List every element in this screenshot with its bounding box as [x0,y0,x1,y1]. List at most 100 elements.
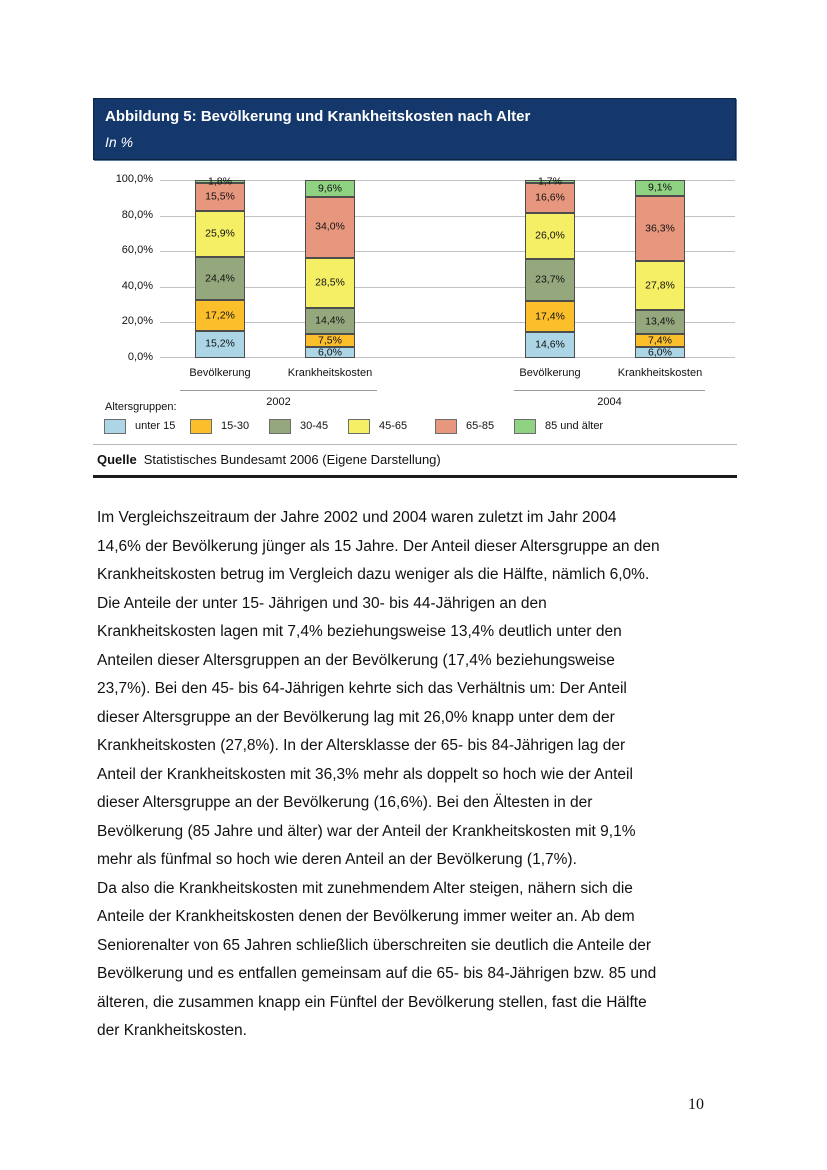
body-text-line: dieser Altersgruppe an der Bevölkerung (… [97,794,593,811]
legend-label: 15-30 [221,420,250,432]
segment-value-label: 9,6% [318,182,342,195]
legend-label: 45-65 [379,420,408,432]
y-axis-tick-label: 80,0% [121,208,153,221]
bar-segment-65-85: 16,6% [525,183,575,213]
gridline [160,286,735,288]
legend-swatch-icon [348,419,370,434]
gridline [160,215,735,217]
body-text-line: Anteile der Krankheitskosten denen der B… [97,908,635,925]
bar-segment-85 und älter: 1,8% [195,176,245,187]
source-text: Statistisches Bundesamt 2006 (Eigene Dar… [143,452,441,467]
group-year-label: 2002 [266,396,291,408]
body-text-line: dieser Altersgruppe an der Bevölkerung l… [97,708,615,726]
body-text-line: Seniorenalter von 65 Jahren schließlich … [97,936,652,954]
body-text-line: Bevölkerung (85 Jahre und älter) war der… [97,822,636,840]
segment-value-label: 1,7% [538,175,562,188]
source-line: Quelle Statistisches Bundesamt 2006 (Eige… [97,452,441,467]
y-axis-tick-label: 40,0% [121,279,153,292]
segment-value-label: 7,4% [648,334,672,347]
bar-segment-15-30: 7,4% [635,334,685,348]
bar-segment-unter 15: 15,2% [195,330,245,358]
segment-value-label: 17,2% [205,309,235,322]
body-text-line: 23,7%). Bei den 45- bis 64-Jährigen kehr… [97,680,627,697]
y-axis-tick-label: 60,0% [121,244,153,257]
figure-bottom-rule [93,475,737,478]
y-axis-tick-label: 0,0% [127,351,153,363]
body-text-line: Im Vergleichszeitraum der Jahre 2002 und… [97,509,617,526]
group-year-label: 2004 [597,396,622,408]
segment-value-label: 27,8% [645,279,675,292]
x-axis-category-label: Krankheitskosten [617,367,703,379]
segment-value-label: 28,5% [315,276,345,289]
stacked-bar-chart: 100,0% 80,0% 60,0% 40,0% 20,0% 0,0% 15,2% 17,2%… [93,160,737,482]
segment-value-label: 24,4% [205,272,235,285]
gridline [160,322,735,324]
bar-segment-85 und älter: 1,7% [525,176,575,187]
body-text-line: Die Anteile der unter 15- Jährigen und 3… [97,594,547,612]
bar-segment-65-85: 15,5% [195,183,245,211]
figure-header: Abbildung 5: Bevölkerung und Krankheitsk… [93,98,736,160]
bar-segment-unter 15: 6,0% [635,347,685,358]
body-text-line: Krankheitskosten (27,8%). In der Altersk… [97,737,626,754]
bar-segment-unter 15: 6,0% [305,347,355,358]
legend-swatch-icon [269,419,291,434]
bar-segment-45-65: 28,5% [305,257,355,309]
body-text-line: Anteilen dieser Altersgruppen an der Bev… [97,651,615,669]
segment-value-label: 6,0% [648,346,672,359]
group-rule [514,390,705,391]
page-number: 10 [688,1096,704,1113]
body-text-line: der Krankheitskosten. [97,1022,247,1039]
x-axis-category-label: Bevölkerung [189,367,251,379]
x-axis-category-label: Krankheitskosten [287,367,373,379]
figure-subtitle: In % [105,134,134,150]
bar-segment-15-30: 17,4% [525,301,575,333]
bar-segment-30-45: 24,4% [195,256,245,301]
legend-swatch-icon [190,419,212,434]
bar-segment-65-85: 36,3% [635,196,685,261]
segment-value-label: 17,4% [535,310,565,323]
gridline [160,251,735,253]
y-axis-tick-label: 20,0% [121,315,153,328]
legend-divider-line [93,444,737,445]
legend-label: 85 und älter [545,420,604,432]
segment-value-label: 14,4% [315,314,345,327]
body-text-line: 14,6% der Bevölkerung jünger als 15 Jahr… [97,537,660,555]
bar-segment-15-30: 17,2% [195,300,245,331]
segment-value-label: 26,0% [535,229,565,242]
bar-segment-85 und älter: 9,1% [635,180,685,197]
legend-swatch-icon [104,419,126,434]
body-text: Im Vergleichszeitraum der Jahre 2002 und… [97,504,737,1046]
bar-segment-30-45: 13,4% [635,310,685,335]
legend-label: unter 15 [135,420,176,432]
segment-value-label: 7,5% [318,334,342,347]
body-text-line: Bevölkerung und es entfallen gemeinsam a… [97,965,657,982]
body-text-line: Krankheitskosten betrug im Vergleich daz… [97,566,650,583]
body-text-line: Krankheitskosten lagen mit 7,4% beziehun… [97,623,622,640]
body-text-line: älteren, die zusammen knapp ein Fünftel … [97,993,647,1011]
gridline [160,357,735,358]
bar-segment-30-45: 23,7% [525,258,575,302]
segment-value-label: 14,6% [535,338,565,351]
bar-segment-unter 15: 14,6% [525,332,575,358]
segment-value-label: 23,7% [535,273,565,286]
segment-value-label: 9,1% [648,181,672,194]
body-text-line: mehr als fünfmal so hoch wie deren Antei… [97,851,577,868]
legend-label: 65-85 [466,420,495,432]
bar-segment-45-65: 26,0% [525,212,575,259]
segment-value-label: 15,5% [205,190,235,203]
legend-swatch-icon [435,419,457,434]
bar-segment-45-65: 27,8% [635,260,685,311]
group-rule [180,390,377,391]
bar-segment-30-45: 14,4% [305,308,355,334]
bar-segment-85 und älter: 9,6% [305,180,355,198]
segment-value-label: 25,9% [205,227,235,240]
legend-title: Altersgruppen: [105,401,177,413]
bar-segment-65-85: 34,0% [305,197,355,258]
segment-value-label: 34,0% [315,220,345,233]
bar-segment-15-30: 7,5% [305,333,355,348]
segment-value-label: 13,4% [645,315,675,328]
source-label: Quelle [97,452,137,467]
segment-value-label: 16,6% [535,191,565,204]
bar-segment-45-65: 25,9% [195,210,245,257]
